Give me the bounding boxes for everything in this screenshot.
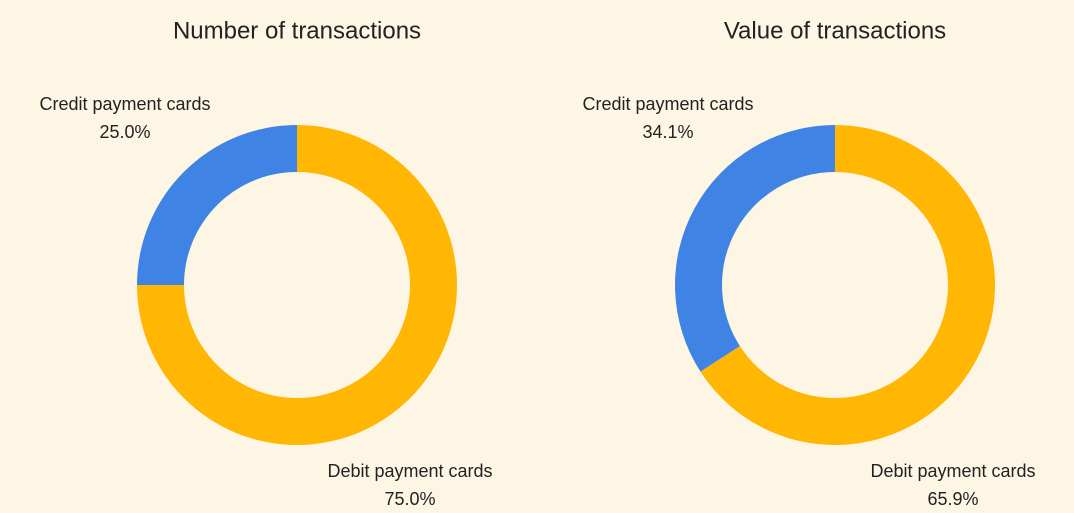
- slice-value-label: 25.0%: [99, 122, 150, 142]
- slice-value-label: 65.9%: [927, 489, 978, 509]
- slice-value-label: 75.0%: [384, 489, 435, 509]
- chart-title: Value of transactions: [724, 17, 946, 44]
- donut-slice: [700, 125, 995, 446]
- chart-title: Number of transactions: [173, 17, 421, 44]
- slice-label: Debit payment cards: [327, 461, 492, 481]
- slice-label: Credit payment cards: [39, 94, 210, 114]
- slice-label: Credit payment cards: [582, 94, 753, 114]
- slice-label: Debit payment cards: [870, 461, 1035, 481]
- donut-slice: [137, 125, 297, 285]
- slice-value-label: 34.1%: [642, 122, 693, 142]
- donut-slice: [675, 125, 835, 372]
- donut-slice: [137, 125, 457, 445]
